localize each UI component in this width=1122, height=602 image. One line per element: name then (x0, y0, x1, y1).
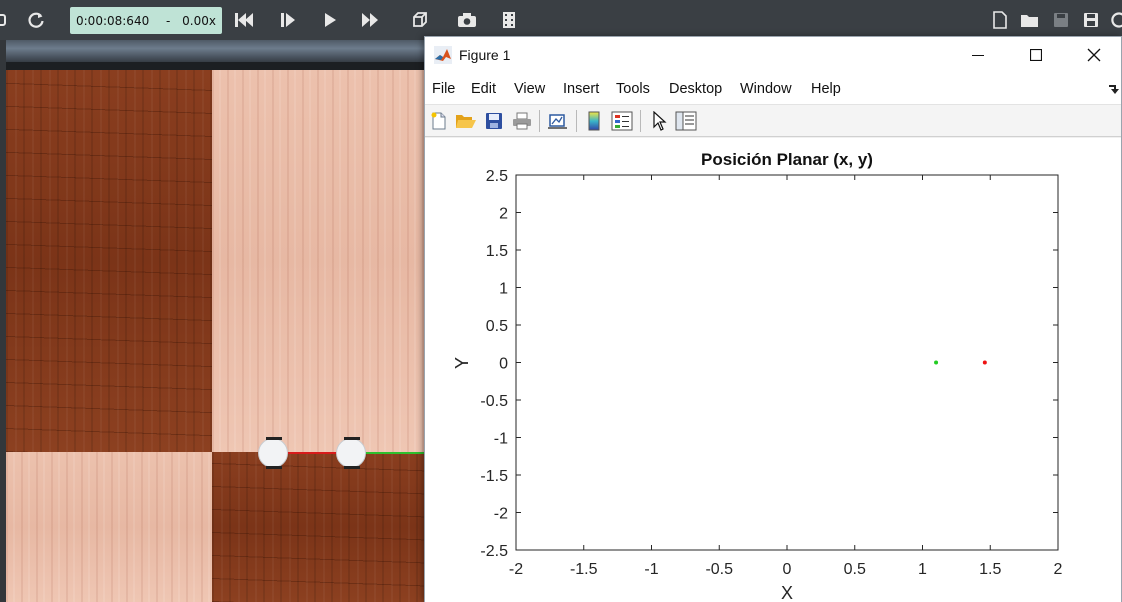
floor-tile-light (6, 452, 212, 602)
data-point (934, 360, 939, 365)
partial-icon[interactable] (0, 8, 12, 32)
x-tick-label: 0 (783, 561, 792, 578)
save-icon[interactable] (1079, 8, 1103, 32)
maximize-button[interactable] (1007, 37, 1065, 73)
save-disabled-icon[interactable] (1049, 8, 1073, 32)
y-tick-label: 2 (499, 206, 508, 223)
step-forward-icon[interactable] (276, 8, 300, 32)
dock-arrow-icon[interactable] (1108, 82, 1120, 100)
y-tick-label: -0.5 (480, 393, 508, 410)
link-plot-icon[interactable] (546, 109, 570, 133)
print-icon[interactable] (510, 109, 534, 133)
x-tick-label: 2 (1054, 561, 1063, 578)
menu-window[interactable]: Window (740, 81, 792, 97)
menu-desktop[interactable]: Desktop (669, 81, 723, 97)
window-titlebar[interactable]: Figure 1 (425, 37, 1121, 73)
simulation-3d-view[interactable] (0, 40, 430, 602)
menu-tools[interactable]: Tools (616, 81, 650, 97)
y-axis-label: Y (452, 357, 472, 369)
x-tick-label: -2 (509, 561, 523, 578)
y-tick-label: 1 (499, 281, 508, 298)
y-tick-label: -2.5 (480, 543, 508, 560)
figure-window: Figure 1 File Edit View Insert Tools Des… (424, 36, 1122, 602)
menu-bar: File Edit View Insert Tools Desktop Wind… (425, 73, 1121, 105)
robot[interactable] (336, 437, 366, 469)
colorbar-icon[interactable] (582, 109, 606, 133)
x-tick-label: 1 (918, 561, 927, 578)
y-tick-label: 1.5 (486, 243, 508, 260)
matlab-logo-icon (434, 46, 452, 69)
open-folder-icon[interactable] (1018, 8, 1042, 32)
play-icon[interactable] (318, 8, 342, 32)
simulator-toolbar: 0:00:08:640 - 0.00x (0, 0, 1122, 40)
menu-edit[interactable]: Edit (471, 81, 496, 97)
simulation-speed: 0.00x (182, 14, 216, 28)
floor-tile-dark (6, 70, 212, 452)
simulation-time-display: 0:00:08:640 - 0.00x (70, 7, 222, 34)
y-tick-label: -1.5 (480, 468, 508, 485)
toolbar-separator (576, 110, 577, 132)
axes[interactable]: Posición Planar (x, y) -2 -1.5 -1 -0.5 0 0.5 1… (425, 138, 1121, 602)
property-inspector-icon[interactable] (674, 109, 698, 133)
minimize-button[interactable] (949, 37, 1007, 73)
y-tick-label: 2.5 (486, 168, 508, 185)
pointer-icon[interactable] (647, 109, 671, 133)
time-separator: - (166, 14, 171, 28)
data-point (982, 360, 987, 365)
new-figure-icon[interactable] (427, 109, 451, 133)
x-tick-label: -1.5 (570, 561, 598, 578)
refresh-partial-icon[interactable] (1106, 8, 1122, 32)
y-tick-label: 0.5 (486, 318, 508, 335)
menu-help[interactable]: Help (811, 81, 841, 97)
y-tick-label: -2 (494, 506, 508, 523)
movie-icon[interactable] (497, 8, 521, 32)
scene-horizon-shadow (6, 62, 430, 70)
window-title: Figure 1 (459, 47, 511, 63)
y-tick-label: 0 (499, 356, 508, 373)
x-axis: -2 -1.5 -1 -0.5 0 0.5 1 1.5 2 (509, 175, 1063, 578)
x-tick-label: 0.5 (844, 561, 866, 578)
data-points (934, 360, 987, 365)
x-tick-label: 1.5 (979, 561, 1001, 578)
close-button[interactable] (1065, 37, 1122, 73)
x-tick-label: -0.5 (705, 561, 733, 578)
floor-tile-dark (212, 452, 430, 602)
x-tick-label: -1 (644, 561, 658, 578)
menu-view[interactable]: View (514, 81, 546, 97)
step-back-icon[interactable] (232, 8, 256, 32)
y-tick-label: -1 (494, 431, 508, 448)
simulation-time: 0:00:08:640 (76, 14, 150, 28)
toolbar-separator (640, 110, 641, 132)
toolbar-separator (539, 110, 540, 132)
robot-x-axis-red (287, 452, 339, 454)
robot-x-axis-green (365, 452, 430, 454)
x-axis-label: X (781, 583, 793, 602)
3d-view-icon[interactable] (408, 8, 432, 32)
legend-icon[interactable] (610, 109, 634, 133)
reload-icon[interactable] (24, 8, 48, 32)
open-file-icon[interactable] (454, 109, 478, 133)
chart-title: Posición Planar (x, y) (701, 150, 873, 169)
camera-icon[interactable] (455, 8, 479, 32)
robot[interactable] (258, 437, 288, 469)
axes-box (515, 174, 1059, 551)
scene-background-wall (6, 40, 430, 64)
save-figure-icon[interactable] (482, 109, 506, 133)
plot-area[interactable]: Posición Planar (x, y) -2 -1.5 -1 -0.5 0 0.5 1… (425, 138, 1121, 602)
floor-tile-light (212, 70, 430, 452)
y-axis: -2.5 -2 -1.5 -1 -0.5 0 0.5 1 1.5 2 2.5 (480, 168, 1058, 560)
fast-forward-icon[interactable] (359, 8, 383, 32)
menu-insert[interactable]: Insert (563, 81, 600, 97)
menu-file[interactable]: File (432, 81, 456, 97)
figure-toolbar (425, 105, 1121, 137)
new-file-icon[interactable] (988, 8, 1012, 32)
